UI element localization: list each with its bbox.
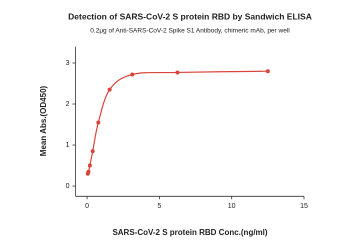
data-point: [87, 163, 92, 168]
y-tick-label: 2: [66, 101, 70, 108]
x-tick-label: 15: [300, 203, 308, 210]
data-point: [96, 120, 101, 125]
x-axis-title: SARS-CoV-2 S protein RBD Conc.(ng/ml): [112, 228, 267, 237]
chart-title: Detection of SARS-CoV-2 S protein RBD by…: [68, 11, 312, 21]
data-point: [130, 72, 135, 77]
y-tick-label: 0: [66, 183, 70, 190]
y-tick-label: 3: [66, 60, 70, 67]
data-point: [107, 87, 112, 92]
fit-curve: [87, 70, 268, 174]
y-axis-title: Mean Abs.(OD450): [39, 85, 48, 156]
data-point: [265, 69, 270, 74]
x-tick-label: 5: [157, 203, 161, 210]
x-tick-label: 10: [228, 203, 236, 210]
chart-subtitle: 0.2μg of Anti-SARS-CoV-2 Spike S1 Antibo…: [90, 28, 290, 35]
data-point: [175, 70, 180, 75]
x-tick-label: 0: [85, 203, 89, 210]
y-tick-label: 1: [66, 142, 70, 149]
data-point: [90, 149, 95, 154]
data-point: [86, 169, 91, 174]
